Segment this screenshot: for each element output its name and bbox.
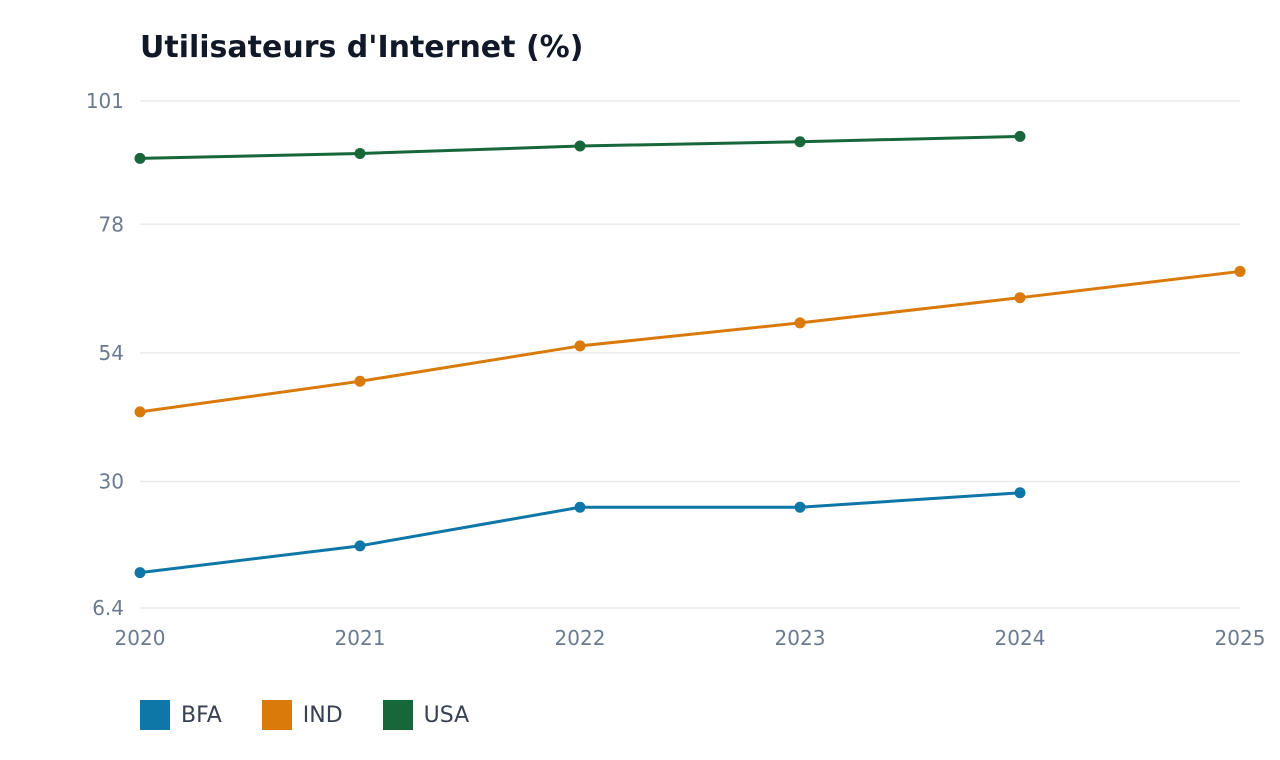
legend-label: BFA	[181, 702, 222, 728]
series-bfa	[134, 487, 1026, 579]
legend-swatch	[261, 700, 292, 730]
legend-label: USA	[423, 702, 470, 728]
x-tick-label: 2025	[1215, 626, 1266, 650]
legend-swatch	[140, 700, 170, 730]
y-tick-label: 6.4	[92, 596, 124, 620]
data-point-ind[interactable]	[354, 375, 366, 387]
data-point-ind[interactable]	[574, 340, 586, 352]
series-lines	[134, 130, 1246, 579]
data-point-usa[interactable]	[134, 152, 146, 164]
data-point-usa[interactable]	[574, 140, 586, 152]
legend-swatch	[382, 700, 413, 730]
series-line-ind	[139, 269, 1241, 414]
x-tick-label: 2022	[555, 626, 606, 650]
data-point-ind[interactable]	[134, 406, 146, 418]
data-point-ind[interactable]	[1014, 292, 1026, 304]
data-point-ind[interactable]	[794, 317, 806, 329]
data-point-usa[interactable]	[354, 148, 366, 160]
series-usa	[134, 130, 1026, 164]
x-tick-label: 2021	[335, 626, 386, 650]
data-point-usa[interactable]	[794, 136, 806, 148]
legend-item-ind[interactable]: IND	[261, 700, 343, 730]
y-tick-label: 30	[99, 470, 124, 494]
x-axis-ticks: 2020 2021 2022 2023 2024 2025	[115, 626, 1266, 650]
x-tick-label: 2020	[115, 626, 166, 650]
y-axis-ticks: 101 78 54 30 6.4	[86, 89, 124, 620]
y-tick-label: 101	[86, 89, 124, 113]
data-point-ind[interactable]	[1234, 265, 1246, 277]
x-tick-label: 2023	[775, 626, 826, 650]
data-point-bfa[interactable]	[794, 501, 806, 513]
legend-item-usa[interactable]: USA	[382, 700, 470, 730]
data-point-bfa[interactable]	[1014, 487, 1026, 499]
grid-lines	[140, 100, 1240, 609]
data-point-bfa[interactable]	[134, 567, 146, 579]
data-point-bfa[interactable]	[354, 540, 366, 552]
data-point-usa[interactable]	[1014, 130, 1026, 142]
x-tick-label: 2024	[995, 626, 1046, 650]
legend-item-bfa[interactable]: BFA	[140, 700, 222, 730]
series-ind	[134, 265, 1246, 418]
chart-title: Utilisateurs d'Internet (%)	[140, 30, 584, 65]
legend-label: IND	[302, 702, 343, 728]
data-point-bfa[interactable]	[574, 501, 586, 513]
y-tick-label: 78	[99, 212, 124, 236]
legend: BFA IND USA	[140, 700, 509, 730]
y-tick-label: 54	[99, 341, 124, 365]
